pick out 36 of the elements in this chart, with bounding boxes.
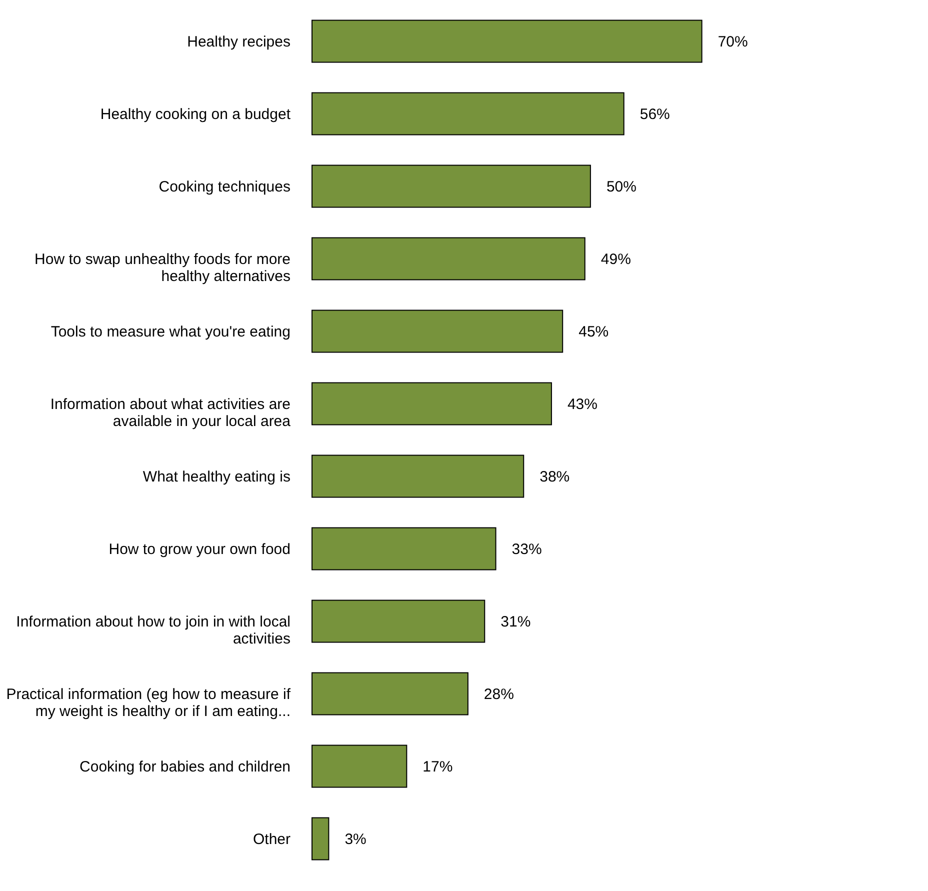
y-tick-label: Information about how to join in with local activities — [16, 613, 290, 648]
data-label: 56% — [640, 106, 670, 123]
bar — [312, 237, 586, 280]
y-tick-label: Healthy recipes — [187, 33, 290, 50]
data-label: 43% — [567, 396, 598, 413]
bar — [312, 527, 496, 570]
data-label: 31% — [500, 613, 531, 630]
y-tick-label: Healthy cooking on a budget — [100, 106, 292, 123]
data-label: 49% — [600, 250, 631, 268]
bar — [312, 20, 702, 63]
y-tick-label: What healthy eating is — [142, 468, 290, 486]
bar — [312, 310, 564, 353]
bar — [312, 92, 624, 136]
data-label: 45% — [578, 323, 609, 340]
bar — [312, 454, 524, 498]
data-label: 70% — [718, 33, 748, 50]
bar — [312, 382, 552, 426]
bar — [312, 164, 591, 208]
bar — [312, 600, 486, 643]
bar — [312, 817, 330, 860]
y-tick-label: How to grow your own food — [108, 540, 290, 558]
bar — [312, 672, 468, 716]
y-tick-label: Other — [252, 830, 291, 848]
data-label: 3% — [344, 830, 366, 848]
y-tick-label: How to swap unhealthy foods for more healthy alternatives — [34, 250, 290, 285]
y-tick-label: Cooking techniques — [158, 178, 290, 196]
data-label: 33% — [512, 540, 542, 558]
y-tick-label: Information about what activities are available in your local area — [50, 396, 292, 430]
data-label: 50% — [606, 178, 636, 196]
y-tick-label: Practical information (eg how to measure if my weight is healthy or if I am eating... — [6, 686, 292, 720]
bar — [312, 744, 408, 788]
data-label: 28% — [484, 686, 514, 703]
y-tick-label: Tools to measure what you're eating — [50, 323, 290, 340]
y-tick-label: Cooking for babies and children — [80, 758, 290, 776]
data-label: 38% — [540, 468, 570, 486]
data-label: 17% — [422, 758, 453, 776]
